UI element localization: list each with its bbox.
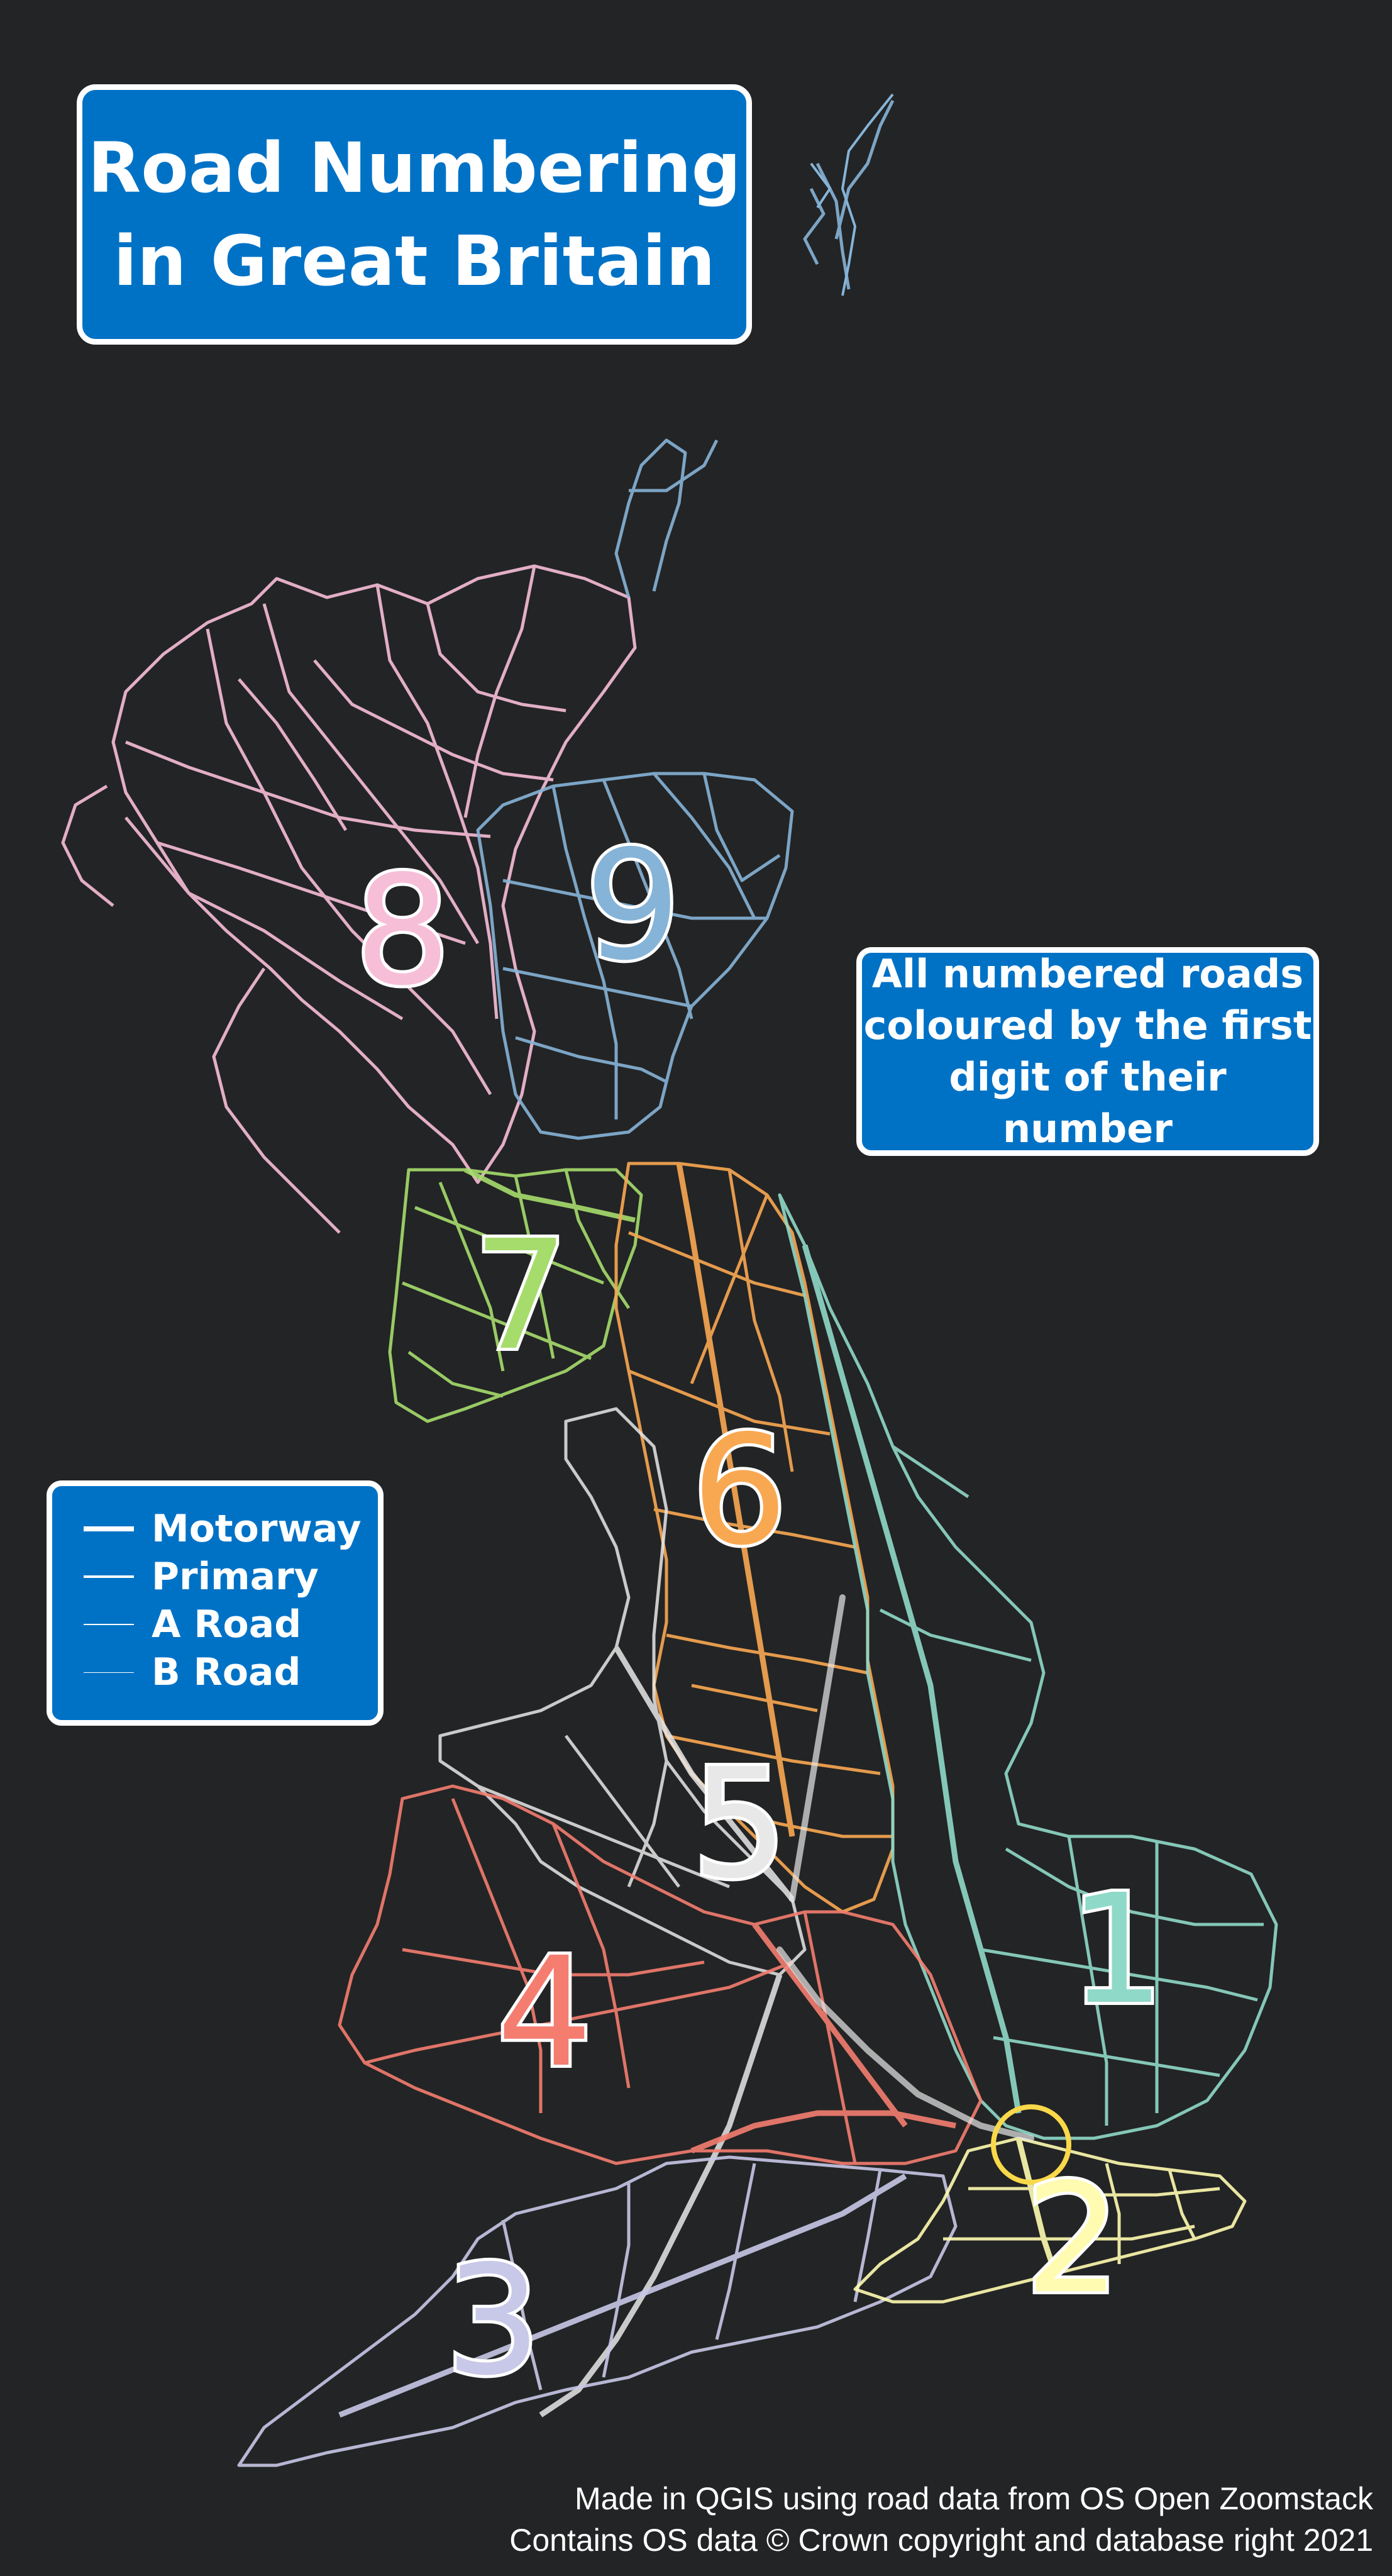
title-line-1: Road Numbering: [87, 128, 741, 208]
credits-line-2: Contains OS data © Crown copyright and d…: [509, 2523, 1373, 2558]
info-line-3: digit of their number: [949, 1054, 1227, 1152]
zone-label-8: 8: [351, 840, 454, 1022]
legend-label-a-road: A Road: [152, 1602, 302, 1646]
credits-line-1: Made in QGIS using road data from OS Ope…: [574, 2481, 1373, 2516]
info-line-2: coloured by the first: [863, 1002, 1312, 1048]
zone-label-5: 5: [688, 1733, 791, 1915]
title-sign: Road Numbering in Great Britain: [77, 84, 752, 345]
zone-label-6: 6: [688, 1399, 791, 1582]
zone-4-roads: [338, 1784, 983, 2165]
legend-label-motorway: Motorway: [152, 1507, 362, 1551]
legend-label-primary: Primary: [152, 1555, 319, 1599]
legend-line-b-road: [84, 1672, 134, 1673]
legend-line-a-road: [84, 1624, 134, 1625]
london-ring: [991, 2104, 1071, 2185]
zone-1-roads: [778, 1193, 1278, 2140]
zone-label-1: 1: [1066, 1858, 1168, 2041]
legend-item-primary: Primary: [84, 1553, 378, 1601]
legend-line-primary: [84, 1575, 134, 1578]
zone-9-roads: [476, 99, 895, 1140]
legend-line-motorway: [84, 1526, 134, 1531]
title-line-2: in Great Britain: [113, 221, 715, 301]
zone-label-9: 9: [582, 814, 684, 997]
legend-item-b-road: B Road: [84, 1648, 378, 1696]
credits: Made in QGIS using road data from OS Ope…: [509, 2478, 1373, 2561]
info-sign: All numbered roads coloured by the first…: [856, 947, 1319, 1156]
legend-item-a-road: A Road: [84, 1601, 378, 1648]
legend-label-b-road: B Road: [152, 1650, 301, 1694]
legend-item-motorway: Motorway: [84, 1505, 378, 1553]
zone-label-4: 4: [494, 1921, 596, 2104]
zone-8-roads: [61, 564, 637, 1234]
info-line-1: All numbered roads: [871, 951, 1304, 997]
motorways: [776, 1594, 1034, 2141]
zone-7-roads: [388, 1167, 643, 1423]
zone-label-3: 3: [442, 2229, 544, 2412]
zone-5-roads: [438, 1407, 807, 2418]
zone-label-7: 7: [470, 1204, 572, 1387]
zone-label-2: 2: [1022, 2148, 1124, 2330]
shetland-roads: [810, 93, 894, 296]
zone-6-roads: [614, 1162, 895, 1914]
zone-2-roads: [853, 2136, 1247, 2304]
zone-3-roads: [237, 2155, 958, 2467]
legend: Motorway Primary A Road B Road: [47, 1480, 384, 1726]
